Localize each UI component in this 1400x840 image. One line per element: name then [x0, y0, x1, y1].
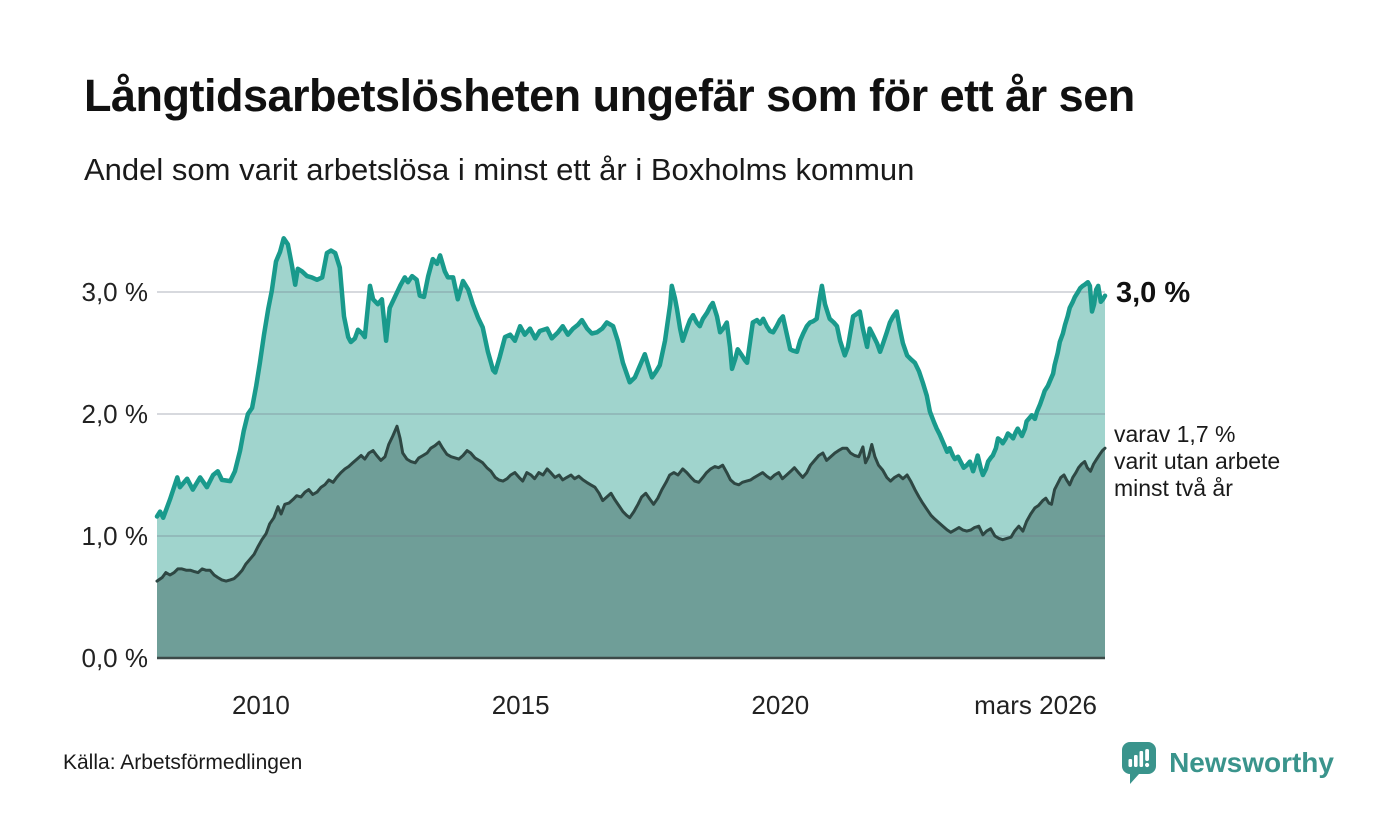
x-axis-tick-label: 2015: [492, 690, 550, 720]
series-line-total: [154, 236, 1108, 520]
x-axis-tick-label: mars 2026: [974, 690, 1097, 720]
end-value-label-two-years: varav 1,7 % varit utan arbete minst två …: [1114, 421, 1280, 502]
annotation-line: varit utan arbete: [1114, 448, 1281, 474]
newsworthy-badge-icon: [1122, 742, 1157, 784]
brand-logo: Newsworthy: [1119, 740, 1334, 786]
annotation-line: minst två år: [1114, 475, 1233, 501]
x-axis-tick-label: 2010: [232, 690, 290, 720]
brand-name: Newsworthy: [1169, 747, 1334, 778]
y-axis-tick-label: 2,0 %: [82, 399, 149, 429]
chart-subtitle: Andel som varit arbetslösa i minst ett å…: [84, 152, 915, 187]
page-title: Långtidsarbetslösheten ungefär som för e…: [84, 70, 1135, 121]
y-axis-tick-label: 3,0 %: [82, 277, 149, 307]
end-value-label-total: 3,0 %: [1116, 277, 1191, 309]
y-axis-tick-label: 1,0 %: [82, 521, 149, 551]
series-area-1: [157, 426, 1105, 658]
series-line-two-years: [155, 424, 1107, 583]
annotation-line: varav 1,7 %: [1114, 421, 1236, 447]
y-axis-tick-label: 0,0 %: [82, 643, 149, 673]
x-axis-tick-label: 2020: [751, 690, 809, 720]
source-credit: Källa: Arbetsförmedlingen: [63, 751, 303, 774]
